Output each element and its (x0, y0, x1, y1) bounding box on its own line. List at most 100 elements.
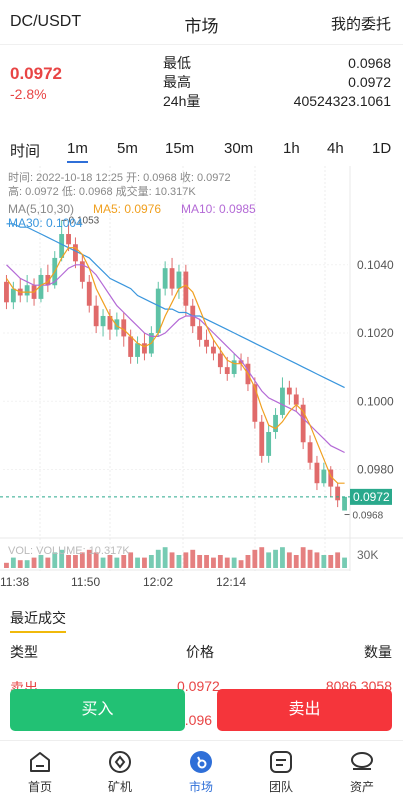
candle-body (266, 432, 272, 456)
volume-bar (300, 547, 306, 568)
price-summary: 0.0972 -2.8% 最低 0.0968 最高 0.0972 24h量 40524… (0, 46, 403, 118)
candle-body (73, 244, 78, 262)
candle-body (93, 305, 99, 327)
candle-body (4, 281, 9, 303)
x-tick-label: 11:50 (71, 575, 100, 589)
candle-body (38, 274, 44, 299)
candle-body (328, 469, 334, 487)
candle-body (204, 339, 209, 347)
volume-bar (155, 549, 161, 568)
candle-body (273, 414, 278, 433)
candle-body (238, 360, 244, 364)
nav-label: 资产 (349, 780, 374, 794)
ma10-line (6, 264, 345, 454)
col-price: 价格 (186, 644, 214, 660)
nav-miner[interactable]: 矿机 (90, 749, 150, 795)
volume-bar (162, 547, 168, 568)
volume-bar (24, 560, 30, 568)
volume-bar (245, 555, 251, 568)
ma5-legend: MA5: 0.0976 (93, 202, 161, 216)
volume-bar (211, 557, 216, 568)
volume-legend: VOL: VOLUME: 10.317K (8, 545, 130, 557)
candle-body (197, 326, 203, 340)
volume-bar (293, 555, 299, 568)
nav-market[interactable]: 市场 (171, 749, 231, 795)
candle-body (224, 367, 230, 374)
candle-body (135, 343, 140, 357)
candle-body (280, 387, 285, 415)
volume-bar (280, 547, 285, 568)
stat-low: 最低 0.0968 (163, 54, 391, 73)
buy-button[interactable]: 买入 (10, 689, 185, 731)
volume-bar (231, 557, 237, 568)
volume-bar (197, 555, 203, 568)
trading-pair-selector[interactable]: DC/USDT (10, 13, 82, 30)
nav-team[interactable]: 团队 (251, 749, 311, 795)
stat-label: 最低 (163, 55, 191, 71)
ma-legend-label: MA(5,10,30) (8, 202, 74, 216)
tab-15m[interactable]: 15m (165, 140, 195, 157)
candle-body (211, 346, 216, 354)
volume-bar (38, 555, 44, 568)
y-tick-label: 0.0980 (357, 463, 394, 477)
tab-1h[interactable]: 1h (283, 140, 300, 157)
recent-trades-title[interactable]: 最近成交 (10, 608, 66, 633)
volume-bar (342, 557, 347, 568)
my-orders-link[interactable]: 我的委托 (330, 16, 391, 33)
candle-body (307, 442, 313, 463)
candle-body (10, 288, 16, 303)
candle-body (121, 319, 127, 337)
volume-bar (93, 552, 99, 568)
tab-30m[interactable]: 30m (224, 140, 254, 157)
volume-bar (217, 555, 223, 568)
candle-body (86, 281, 92, 306)
x-tick-label: 12:02 (143, 575, 173, 589)
volume-bar (107, 555, 113, 568)
tab-5m[interactable]: 5m (117, 140, 138, 157)
ma30-legend: MA30: 0.1004 (8, 216, 83, 230)
candle-body (342, 496, 347, 511)
candle-body (162, 268, 168, 289)
home-icon (30, 752, 50, 772)
y-tick-label: 0.1000 (357, 394, 394, 408)
ma10-legend: MA10: 0.0985 (181, 202, 256, 216)
tab-time[interactable]: 时间 (10, 143, 41, 160)
kline-chart[interactable]: 0.1040 0.1020 0.1000 0.0980 11:38 11:50 12:02 1… (0, 166, 403, 592)
candle-body (155, 288, 161, 334)
candle-body (335, 486, 341, 501)
volume-bar (204, 555, 209, 568)
col-qty: 数量 (364, 644, 392, 660)
volume-bar (73, 555, 78, 568)
stat-volume: 24h量 40524323.1061 (163, 92, 391, 111)
volume-bar (314, 552, 320, 568)
price-change: -2.8% (10, 86, 47, 102)
candle-body (24, 285, 30, 296)
trade-price: 0.0972 (177, 678, 220, 694)
assets-icon (351, 752, 373, 770)
tab-4h[interactable]: 4h (327, 140, 344, 157)
market-icon (190, 751, 212, 773)
volume-bar (224, 557, 230, 568)
volume-bar (169, 552, 175, 568)
volume-bar (176, 555, 182, 568)
sell-button[interactable]: 卖出 (217, 689, 392, 731)
candle-body (79, 261, 85, 282)
candle-body (66, 234, 71, 245)
volume-bar (135, 557, 140, 568)
tab-1d[interactable]: 1D (372, 140, 392, 157)
y-tick-label: 0.1040 (357, 258, 394, 272)
info-line-2: 高: 0.0972 低: 0.0968 成交量: 10.317K (8, 184, 196, 198)
min-label: 0.0968 (353, 511, 384, 522)
volume-bar (45, 557, 51, 568)
candle-body (107, 315, 113, 330)
top-bar: DC/USDT 市场 我的委托 (0, 0, 403, 45)
nav-home[interactable]: 首页 (10, 749, 70, 795)
volume-bar (128, 552, 134, 568)
tab-1m[interactable]: 1m (67, 140, 88, 163)
nav-assets[interactable]: 资产 (332, 749, 392, 795)
volume-bar (10, 557, 16, 568)
timeframe-tabs: 时间 1m 5m 15m 30m 1h 4h 1D (0, 136, 403, 163)
candle-body (169, 268, 175, 289)
candle-body (321, 469, 327, 484)
volume-bar (321, 555, 327, 568)
